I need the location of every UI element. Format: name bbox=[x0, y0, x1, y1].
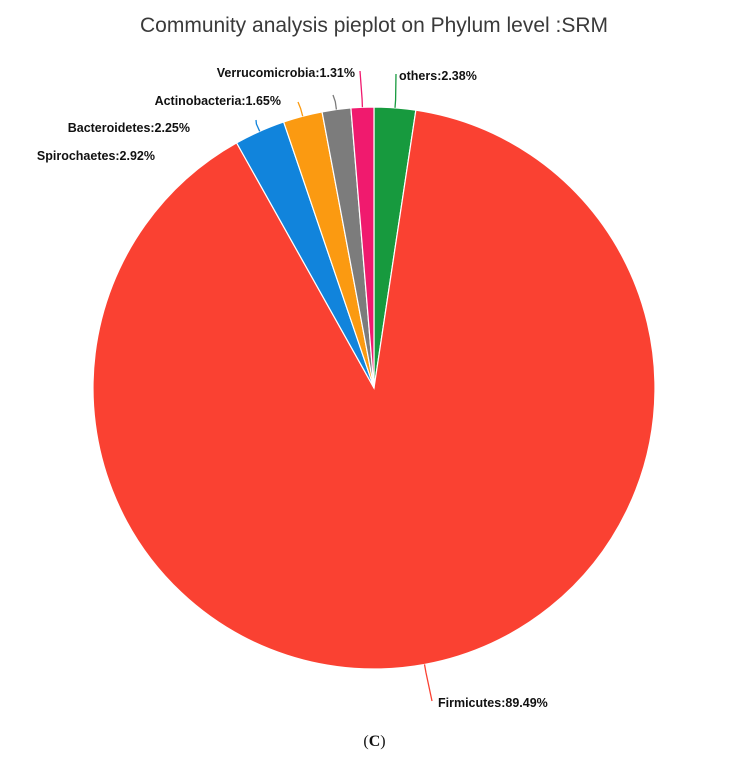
pie-slices bbox=[92, 106, 656, 670]
slice-label-bacteroidetes: Bacteroidetes:2.25% bbox=[68, 121, 190, 135]
leader-line-spirochaetes bbox=[255, 119, 261, 132]
panel-label-letter: C bbox=[368, 733, 381, 750]
leader-line-others bbox=[394, 73, 397, 108]
slice-labels: others:2.38% Firmicutes:89.49% Spirochaete… bbox=[37, 66, 548, 710]
chart-title: Community analysis pieplot on Phylum lev… bbox=[140, 14, 608, 37]
panel-label-open: ( bbox=[363, 733, 369, 750]
label-leader-lines bbox=[255, 70, 433, 702]
slice-label-actinobacteria: Actinobacteria:1.65% bbox=[155, 94, 281, 108]
leader-line-actinobacteria bbox=[332, 94, 338, 110]
panel-label-close: ) bbox=[380, 733, 386, 750]
slice-label-others: others:2.38% bbox=[399, 69, 477, 83]
slice-label-verrucomicrobia: Verrucomicrobia:1.31% bbox=[217, 66, 355, 80]
panel-label: (C) bbox=[0, 733, 749, 751]
leader-line-verrucomicrobia bbox=[359, 70, 364, 108]
slice-label-firmicutes: Firmicutes:89.49% bbox=[438, 696, 548, 710]
leader-line-bacteroidetes bbox=[297, 101, 304, 117]
slice-label-spirochaetes: Spirochaetes:2.92% bbox=[37, 149, 155, 163]
leader-line-firmicutes bbox=[423, 664, 433, 702]
pie-slice-verrucomicrobia bbox=[350, 106, 375, 389]
